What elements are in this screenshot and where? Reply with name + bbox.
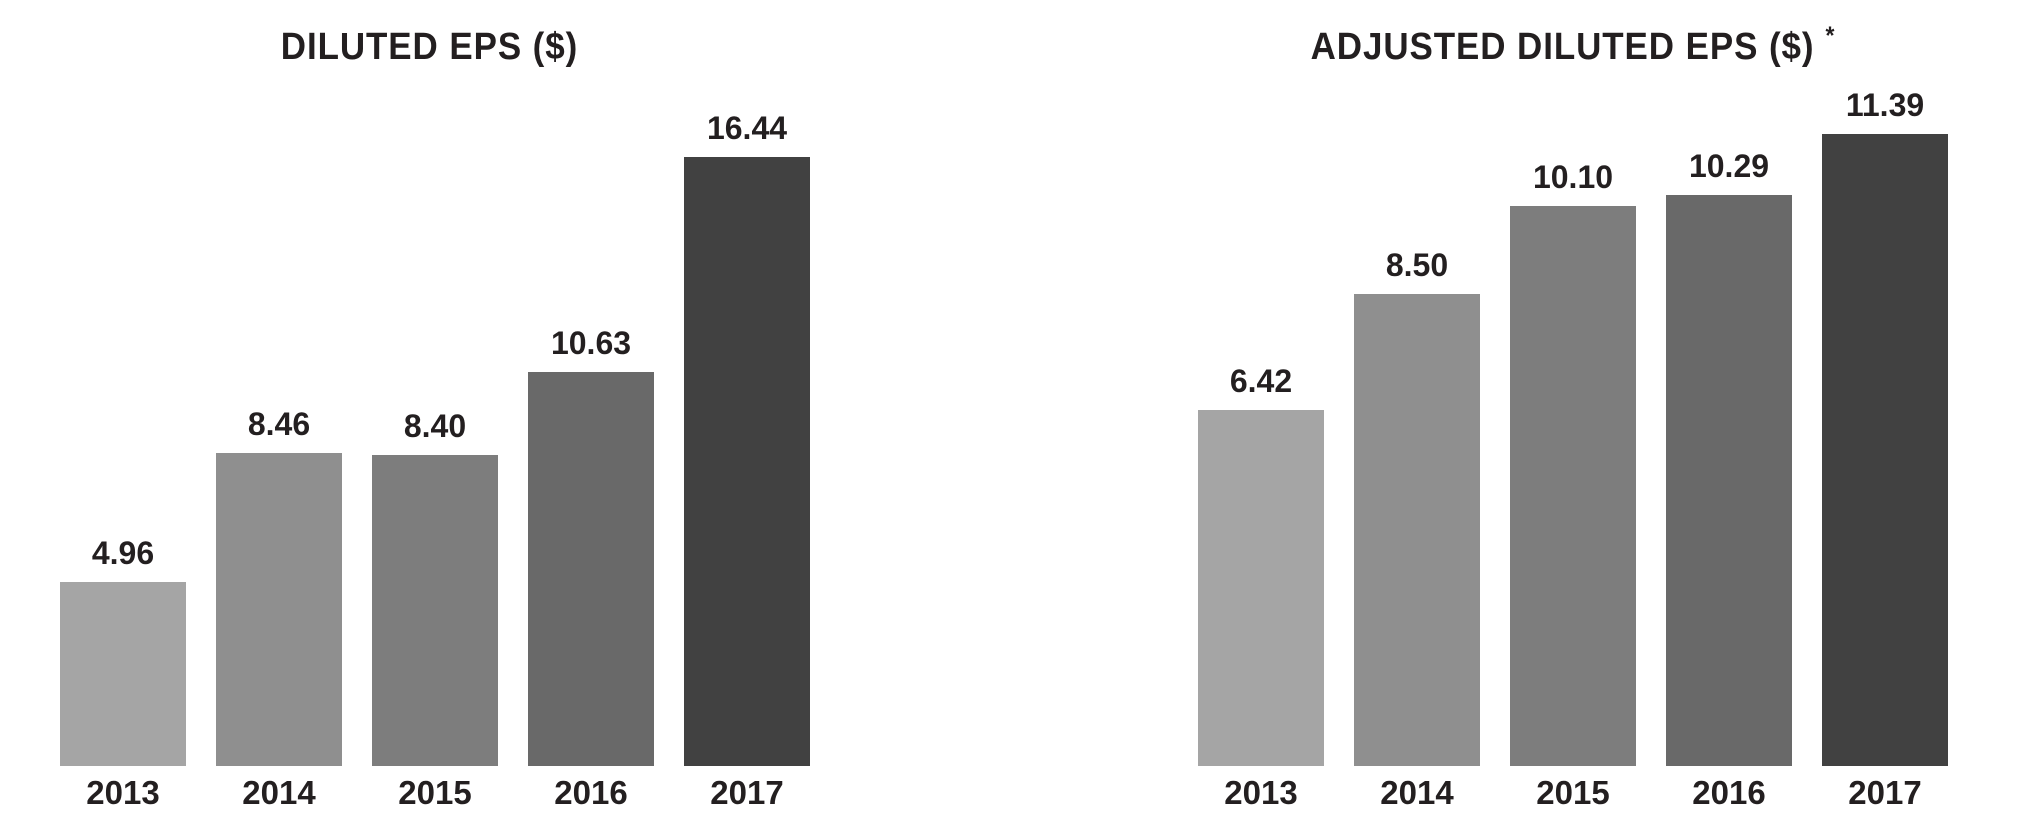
bar-column-2017: 11.39 (1822, 54, 1948, 766)
bar-column-2013: 4.96 (60, 54, 186, 766)
x-axis-label-2017: 2017 (1848, 774, 1922, 811)
x-axis-label-2014: 2014 (1380, 774, 1454, 811)
chart-adjusted-diluted-eps: ADJUSTED DILUTED EPS ($) * 6.42 8.50 10.10 1… (1198, 0, 1948, 826)
x-axis-label-2017: 2017 (710, 774, 784, 811)
x-axis-adjusted-diluted-eps: 2013 2014 2015 2016 2017 (1198, 772, 1948, 814)
bar-2013 (1198, 410, 1324, 766)
bar-value-label: 8.50 (1385, 246, 1449, 283)
bar-value-label: 10.29 (1688, 147, 1770, 184)
bar-2017 (1822, 134, 1948, 766)
bar-2016 (1666, 195, 1792, 766)
bar-value-label: 11.39 (1845, 86, 1925, 123)
footnote-asterisk: * (1825, 22, 1836, 50)
bar-column-2017: 16.44 (684, 54, 810, 766)
bar-2015 (1510, 206, 1636, 766)
plot-area-diluted-eps: 4.96 8.46 8.40 10.63 16.44 (60, 54, 810, 766)
bar-column-2015: 8.40 (372, 54, 498, 766)
bar-2014 (216, 453, 342, 766)
chart-title-adjusted-diluted-eps: ADJUSTED DILUTED EPS ($) * (1136, 22, 2010, 69)
bar-value-label: 4.96 (91, 534, 155, 571)
chart-title-text: DILUTED EPS ($) (280, 26, 579, 68)
x-axis-label-2016: 2016 (554, 774, 628, 811)
bar-value-label: 8.46 (247, 405, 311, 442)
bar-column-2016: 10.29 (1666, 54, 1792, 766)
bar-2014 (1354, 294, 1480, 766)
bar-value-label: 16.44 (706, 109, 788, 146)
x-axis-label-2015: 2015 (1536, 774, 1610, 811)
bar-2016 (528, 372, 654, 766)
bar-column-2014: 8.50 (1354, 54, 1480, 766)
x-axis-label-2014: 2014 (242, 774, 316, 811)
x-axis-diluted-eps: 2013 2014 2015 2016 2017 (60, 772, 810, 814)
bar-value-label: 10.10 (1532, 158, 1614, 195)
x-axis-label-2015: 2015 (398, 774, 472, 811)
chart-title-diluted-eps: DILUTED EPS ($) (0, 22, 872, 69)
x-axis-label-2016: 2016 (1692, 774, 1766, 811)
bar-column-2016: 10.63 (528, 54, 654, 766)
bar-value-label: 8.40 (403, 407, 467, 444)
x-axis-label-2013: 2013 (1224, 774, 1298, 811)
bar-value-label: 10.63 (550, 324, 632, 361)
bar-2015 (372, 455, 498, 766)
bar-column-2014: 8.46 (216, 54, 342, 766)
bar-2017 (684, 157, 810, 766)
plot-area-adjusted-diluted-eps: 6.42 8.50 10.10 10.29 11.39 (1198, 54, 1948, 766)
bar-2013 (60, 582, 186, 766)
x-axis-label-2013: 2013 (86, 774, 160, 811)
bar-value-label: 6.42 (1229, 362, 1293, 399)
chart-title-text: ADJUSTED DILUTED EPS ($) (1310, 26, 1815, 68)
bar-column-2013: 6.42 (1198, 54, 1324, 766)
chart-diluted-eps: DILUTED EPS ($) 4.96 8.46 8.40 10.63 16.44 2… (60, 0, 810, 826)
bar-column-2015: 10.10 (1510, 54, 1636, 766)
